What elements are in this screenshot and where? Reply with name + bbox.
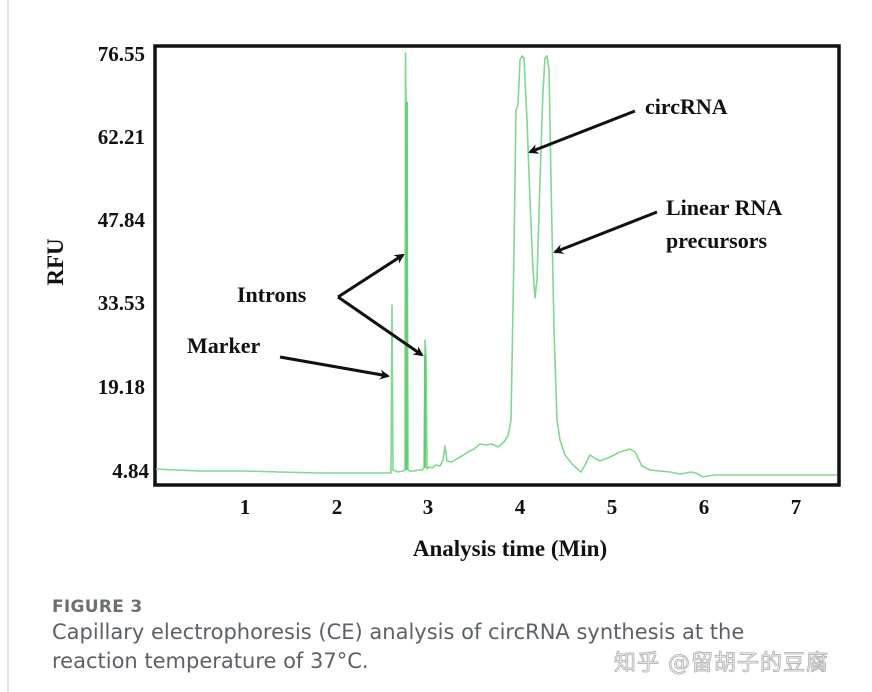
annotation-circrna: circRNA — [645, 94, 728, 119]
x-tick-label: 2 — [332, 495, 343, 519]
y-tick-label: 76.55 — [98, 42, 145, 66]
annotation-introns: Introns — [237, 282, 307, 307]
y-axis-title: RFU — [43, 238, 68, 286]
annotation-marker: Marker — [187, 333, 261, 358]
ce-trace — [155, 52, 837, 478]
y-tick-label: 33.53 — [98, 291, 145, 315]
figure-caption: FIGURE 3 Capillary electrophoresis (CE) … — [52, 596, 812, 676]
page-left-border — [7, 0, 9, 692]
x-tick-label: 1 — [240, 495, 251, 519]
y-tick-label: 62.21 — [98, 125, 145, 149]
annotation-linear-rna-line2: precursors — [666, 228, 767, 253]
y-tick-label: 47.84 — [98, 208, 146, 232]
figure-label: FIGURE 3 — [52, 597, 143, 617]
figure-caption-text: Capillary electrophoresis (CE) analysis … — [52, 620, 745, 673]
plot-frame — [153, 44, 841, 487]
x-tick-label: 5 — [607, 495, 618, 519]
introns-arrow-1 — [337, 253, 405, 299]
x-tick-label: 4 — [515, 495, 526, 519]
y-tick-label: 4.84 — [112, 459, 149, 483]
watermark: 知乎 @留胡子的豆腐 — [614, 651, 829, 677]
x-tick-label: 7 — [791, 495, 802, 519]
x-axis-title: Analysis time (Min) — [413, 536, 607, 561]
x-tick-label: 6 — [699, 495, 710, 519]
x-tick-label: 3 — [423, 495, 434, 519]
annotation-linear-rna-line1: Linear RNA — [666, 195, 782, 220]
circrna-arrow — [528, 109, 636, 154]
electropherogram-chart: 76.55 62.21 47.84 33.53 19.18 4.84 1 2 3… — [43, 42, 841, 561]
introns-arrow-2 — [337, 295, 424, 357]
linear-rna-arrow — [553, 210, 658, 254]
y-tick-label: 19.18 — [98, 375, 145, 399]
marker-arrow — [279, 355, 390, 380]
